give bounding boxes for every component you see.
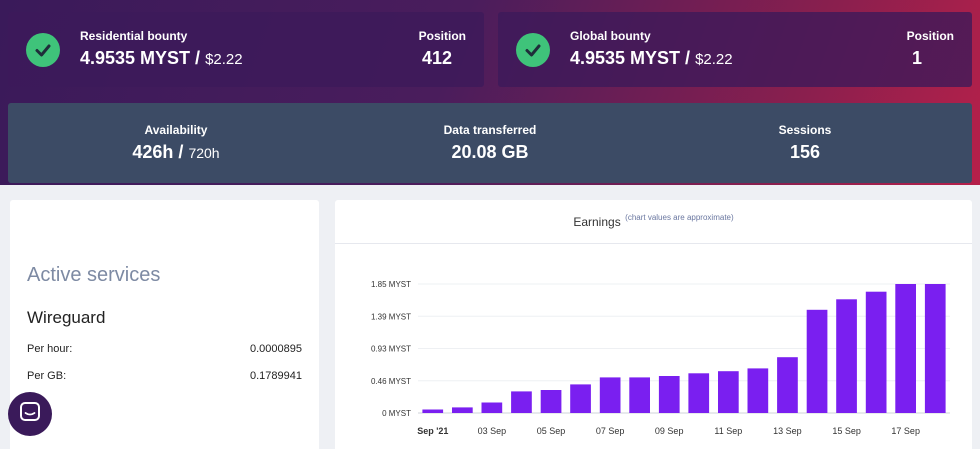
chat-icon [19,401,41,428]
residential-position-value: 412 [422,48,453,68]
y-tick-label: 1.39 MYST [371,312,411,321]
x-tick-label: 17 Sep [891,426,920,436]
per-gb-value: 0.1789941 [250,370,302,382]
x-tick-label: 05 Sep [537,426,566,436]
chart-bar[interactable] [629,377,650,413]
y-tick-label: 0.93 MYST [371,345,411,354]
chart-bar[interactable] [718,371,739,413]
service-name: Wireguard [27,308,106,327]
residential-bounty-card: Residential bounty 4.9535 MYST / $2.22 P… [8,12,484,87]
global-bounty-title: Global bounty [570,29,651,43]
global-bounty-usd: $2.22 [695,51,733,68]
chart-bar[interactable] [599,377,621,413]
earnings-chart: 0 MYST 0.46 MYST 0.93 MYST 1.39 MYST 1.85 MY… [371,280,950,436]
residential-position-label: Position [418,29,466,43]
chart-bar[interactable] [540,390,562,413]
global-position-label: Position [906,29,954,43]
availability-label: Availability [144,123,208,137]
data-transferred-value: 20.08 GB [451,142,529,162]
chart-bar[interactable] [481,402,503,414]
chart-bar[interactable] [452,407,473,413]
residential-bounty-amount: 4.9535 MYST / $2.22 [80,48,243,69]
earnings-chart-title: Earnings [573,215,621,229]
global-bounty-card: Global bounty 4.9535 MYST / $2.22 Positi… [498,12,972,87]
check-circle-icon [516,33,550,67]
residential-bounty-title: Residential bounty [80,29,188,43]
per-hour-value: 0.0000895 [250,343,302,355]
chart-bar[interactable] [895,284,916,413]
chart-bar[interactable] [747,368,769,413]
x-tick-label: Sep '21 [417,426,448,436]
chart-bar[interactable] [777,357,798,413]
earnings-chart-card: 0 MYST 0.46 MYST 0.93 MYST 1.39 MYST 1.85 MY… [335,200,972,449]
x-tick-label: 11 Sep [714,426,742,436]
residential-bounty-usd: $2.22 [205,51,243,68]
availability-total: 720h [188,145,220,161]
x-tick-label: 03 Sep [478,426,507,436]
chart-bar[interactable] [658,376,680,413]
active-services-title: Active services [27,264,161,286]
node-stats-card: Availability 426h / 720h Data transferre… [8,103,972,183]
availability-hours: 426h / [132,142,184,162]
chart-bar[interactable] [836,299,857,413]
per-hour-label: Per hour: [27,343,73,355]
data-transferred-label: Data transferred [443,123,537,137]
chart-bar[interactable] [924,284,946,413]
y-tick-label: 0.46 MYST [371,377,411,386]
chart-bar[interactable] [688,373,710,413]
y-tick-label: 0 MYST [382,409,411,418]
chart-bar[interactable] [865,291,887,413]
per-gb-row: Per GB: 0.1789941 [27,370,302,382]
global-bounty-amount: 4.9535 MYST / $2.22 [570,48,733,69]
availability-value: 426h / 720h [106,142,246,163]
global-bounty-myst: 4.9535 MYST / [570,48,691,68]
global-position-value: 1 [912,48,923,68]
data-transferred-stat: Data transferred 20.08 GB [420,123,560,163]
x-tick-label: 07 Sep [596,426,625,436]
earnings-chart-note: (chart values are approximate) [625,213,734,222]
residential-bounty-myst: 4.9535 MYST / [80,48,201,68]
chart-bar[interactable] [511,391,532,413]
sessions-label: Sessions [778,123,832,137]
sessions-value: 156 [789,142,821,162]
x-tick-label: 15 Sep [832,426,861,436]
check-circle-icon [26,33,60,67]
per-gb-label: Per GB: [27,370,67,382]
sessions-stat: Sessions 156 [735,123,875,163]
chart-bar[interactable] [806,309,828,413]
availability-stat: Availability 426h / 720h [106,123,246,163]
per-hour-row: Per hour: 0.0000895 [27,343,302,355]
x-tick-label: 13 Sep [773,426,802,436]
x-tick-label: 09 Sep [655,426,684,436]
chart-bar[interactable] [422,409,444,414]
y-tick-label: 1.85 MYST [371,280,411,289]
chat-launcher-button[interactable] [8,392,52,436]
earnings-chart-header: Earnings (chart values are approximate) [335,200,972,244]
chart-bar[interactable] [570,384,591,413]
active-services-card: Active services Wireguard Per hour: 0.00… [10,200,319,449]
